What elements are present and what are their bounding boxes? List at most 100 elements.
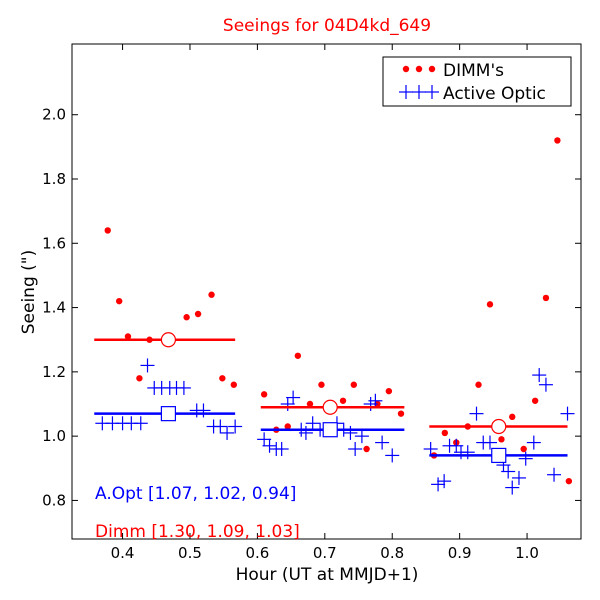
y-tick-label: 1.4	[42, 299, 66, 317]
aopt-point	[257, 432, 272, 447]
aopt-point	[460, 445, 475, 460]
dimm-point	[475, 381, 482, 388]
legend-aopt-label: Active Optic	[443, 84, 546, 104]
legend-dimm-marker	[402, 65, 436, 73]
aopt-point	[469, 406, 484, 421]
aopt-point	[343, 425, 358, 440]
aopt-point	[196, 403, 211, 418]
dimm-point	[306, 400, 314, 408]
legend-aopt-plus	[412, 85, 426, 99]
aopt-median-marker	[322, 422, 338, 438]
x-tick-label: 1.0	[515, 544, 539, 562]
aopt-point	[354, 429, 369, 444]
dimm-median-marker	[491, 418, 507, 435]
aopt-point	[176, 380, 191, 395]
aopt-point	[368, 393, 383, 408]
legend-aopt-plus	[425, 85, 439, 99]
dimm-point	[520, 445, 527, 453]
dimm-point	[104, 227, 111, 234]
legend-aopt-marker	[399, 85, 439, 99]
aopt-point	[423, 442, 438, 456]
y-tick-label: 1.8	[42, 170, 66, 188]
dimm-point	[441, 429, 449, 437]
y-tick-label: 1.6	[42, 234, 66, 252]
dimm-point	[397, 410, 405, 417]
dimm-point	[542, 294, 550, 302]
dimm-point	[208, 291, 215, 298]
aopt-point	[431, 477, 446, 492]
legend-dimm-dot	[402, 65, 410, 73]
y-tick-label: 1.2	[42, 363, 66, 381]
y-tick-label: 1.0	[42, 427, 66, 445]
y-tick-label: 2.0	[42, 106, 66, 124]
aopt-point	[220, 425, 235, 440]
dimm-point	[509, 413, 516, 421]
x-tick-label: 0.5	[178, 544, 202, 562]
aopt-point	[547, 467, 562, 482]
aopt-point	[140, 358, 155, 373]
aopt-median-marker	[491, 447, 507, 464]
dimm-point	[363, 445, 370, 453]
dimm-median-marker	[322, 399, 338, 415]
dimm-point	[260, 391, 268, 398]
aopt-point	[511, 470, 526, 485]
y-axis-label: Seeing (")	[19, 250, 39, 335]
dimm-point	[385, 387, 393, 395]
dimm-point	[486, 301, 494, 308]
dimm-point	[339, 397, 347, 404]
dimm-point	[554, 137, 561, 144]
dimm-point	[498, 436, 505, 443]
aopt-point	[526, 435, 541, 450]
aopt-point	[286, 390, 301, 405]
aopt-point	[532, 368, 547, 383]
aopt-point	[213, 419, 228, 434]
plot-area	[94, 137, 575, 495]
aopt-point	[482, 435, 497, 450]
x-tick-label: 0.6	[245, 544, 269, 562]
x-tick-label: 0.7	[313, 544, 337, 562]
aopt-point	[560, 406, 575, 421]
legend-box	[382, 56, 572, 107]
dimm-point	[194, 310, 202, 318]
dimm-median-marker	[160, 332, 177, 348]
aopt-point	[437, 474, 452, 489]
dimm-point	[350, 381, 358, 388]
aopt-point	[274, 442, 289, 456]
legend-dimm-dot	[415, 65, 423, 73]
dimm-point	[124, 333, 132, 340]
aopt-point	[133, 416, 148, 431]
dimm-median-annotation: Dimm [1.30, 1.09, 1.03]	[95, 522, 300, 542]
y-tick-label: 0.8	[42, 491, 66, 509]
dimm-point	[294, 352, 302, 359]
aopt-point	[228, 419, 243, 434]
y-axis: 0.8 1.0 1.2 1.4 1.6 1.8 2.0	[42, 106, 581, 509]
aopt-point	[518, 451, 533, 466]
legend: DIMM's Active Optic	[382, 56, 572, 107]
dimm-point	[284, 423, 291, 430]
aopt-point	[262, 438, 277, 453]
chart-title: Seeings for 04D4kd_649	[223, 16, 431, 36]
x-tick-label: 0.9	[448, 544, 472, 562]
aopt-point	[505, 480, 520, 495]
dimm-point	[318, 381, 325, 388]
legend-dimm-label: DIMM's	[443, 61, 504, 81]
dimm-point	[531, 397, 539, 404]
axes-frame	[71, 43, 582, 540]
dimm-point	[115, 297, 123, 305]
aopt-point	[280, 397, 295, 411]
x-tick-label: 0.8	[380, 544, 404, 562]
x-tick-label: 0.4	[111, 544, 135, 562]
aopt-point	[501, 464, 516, 479]
aopt-point	[385, 448, 400, 463]
dimm-point	[219, 375, 226, 382]
dimm-point	[183, 314, 190, 321]
aopt-point	[298, 425, 313, 440]
aopt-point	[375, 435, 390, 450]
legend-dimm-dot	[428, 65, 436, 73]
dimm-point	[230, 381, 238, 388]
dimm-point	[136, 375, 143, 382]
aopt-median-annotation: A.Opt [1.07, 1.02, 0.94]	[95, 484, 296, 504]
aopt-point	[305, 416, 320, 431]
x-axis: 0.4 0.5 0.6 0.7 0.8 0.9 1.0	[111, 44, 539, 562]
